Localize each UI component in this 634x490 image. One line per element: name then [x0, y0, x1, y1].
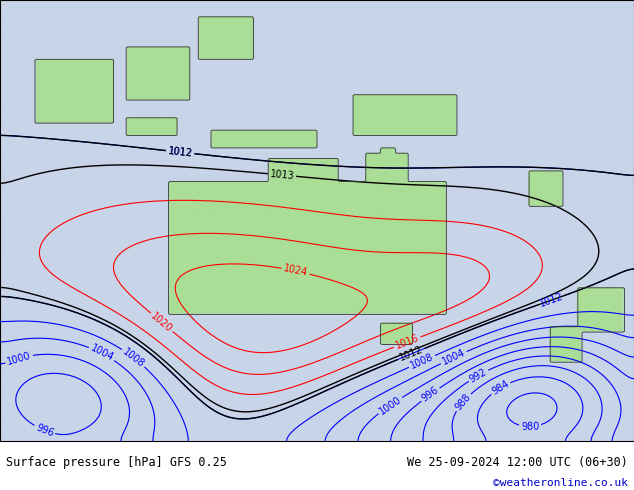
Text: 996: 996 [420, 385, 441, 404]
Text: 1012: 1012 [167, 146, 193, 158]
Text: We 25-09-2024 12:00 UTC (06+30): We 25-09-2024 12:00 UTC (06+30) [407, 456, 628, 469]
Text: 980: 980 [521, 421, 540, 432]
Text: 1020: 1020 [149, 311, 174, 334]
Text: 1012: 1012 [398, 344, 425, 363]
Text: 1000: 1000 [6, 350, 32, 367]
Text: 1013: 1013 [269, 169, 295, 181]
Text: 992: 992 [468, 367, 489, 384]
Text: 1004: 1004 [89, 343, 115, 364]
Text: 1008: 1008 [409, 352, 435, 371]
Text: Surface pressure [hPa] GFS 0.25: Surface pressure [hPa] GFS 0.25 [6, 456, 227, 469]
Text: 1024: 1024 [283, 264, 309, 278]
Text: 984: 984 [490, 379, 511, 397]
Text: 1000: 1000 [377, 394, 403, 416]
Text: 1008: 1008 [121, 346, 146, 369]
Text: ©weatheronline.co.uk: ©weatheronline.co.uk [493, 478, 628, 488]
Text: 1012: 1012 [538, 292, 565, 309]
Text: 1004: 1004 [441, 348, 467, 367]
Text: 996: 996 [34, 422, 55, 439]
Text: 1016: 1016 [394, 333, 420, 351]
Text: 1012: 1012 [167, 146, 193, 158]
Text: 988: 988 [453, 392, 473, 412]
